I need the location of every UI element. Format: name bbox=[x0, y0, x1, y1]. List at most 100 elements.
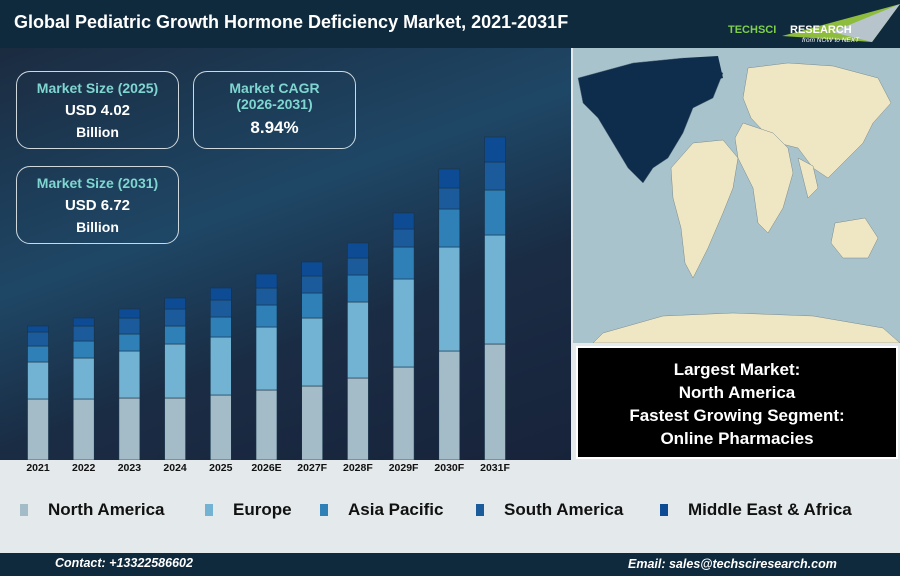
contact-phone: Contact: +13322586602 bbox=[55, 556, 193, 570]
legend-swatch bbox=[205, 504, 213, 516]
bar-segment-south-america-2027F bbox=[301, 275, 324, 294]
kpi-value: USD 6.72 bbox=[64, 197, 131, 214]
bar-segment-middle-east-africa-2028F bbox=[347, 242, 369, 259]
bar-segment-middle-east-africa-2027F bbox=[301, 261, 324, 277]
bar-segment-asia-pacific-2026E bbox=[255, 304, 278, 328]
bar-segment-middle-east-africa-2030F bbox=[438, 168, 461, 189]
techsci-logo: TECHSCI RESEARCH from NOW to NEXT bbox=[728, 4, 900, 44]
legend-label: South America bbox=[504, 500, 624, 519]
bar-segment-europe-2024 bbox=[164, 343, 186, 399]
footer: Contact: +13322586602 Email: sales@techs… bbox=[0, 553, 900, 576]
svg-text:TECHSCI: TECHSCI bbox=[728, 24, 776, 36]
kpi-value: 8.94% bbox=[250, 118, 299, 137]
bar-segment-asia-pacific-2027F bbox=[301, 292, 324, 319]
svg-text:RESEARCH: RESEARCH bbox=[790, 24, 852, 36]
bar-segment-north-america-2030F bbox=[438, 350, 461, 460]
bar-segment-europe-2029F bbox=[392, 278, 415, 368]
legend-item: North America bbox=[20, 500, 165, 520]
chart-panel: Market Size (2025) USD 4.02 Billion Mark… bbox=[0, 48, 571, 460]
bar-segment-north-america-2031F bbox=[484, 343, 506, 460]
bar-segment-north-america-2021 bbox=[27, 398, 49, 460]
bar-segment-asia-pacific-2030F bbox=[438, 208, 461, 248]
bar-segment-north-america-2023 bbox=[118, 397, 141, 460]
kpi-label: Market Size (2031) bbox=[36, 175, 159, 191]
legend-label: Middle East & Africa bbox=[688, 500, 852, 519]
bar-segment-europe-2022 bbox=[72, 357, 95, 400]
bar-segment-asia-pacific-2031F bbox=[484, 189, 506, 236]
legend-item: Middle East & Africa bbox=[660, 500, 852, 520]
bar-segment-middle-east-africa-2023 bbox=[118, 308, 141, 319]
x-axis: 2021 2022 2023 2024 2025 2026E 2027F 2028F 2029F… bbox=[0, 460, 571, 476]
bar-segment-middle-east-africa-2021 bbox=[27, 325, 49, 333]
x-tick-label: 2021 bbox=[26, 462, 50, 474]
bar-segment-north-america-2024 bbox=[164, 397, 186, 460]
bar-segment-north-america-2025 bbox=[210, 394, 232, 460]
legend-swatch bbox=[320, 504, 328, 516]
bar-segment-south-america-2028F bbox=[347, 257, 369, 276]
page-title: Global Pediatric Growth Hormone Deficien… bbox=[14, 12, 569, 32]
bar-segment-asia-pacific-2023 bbox=[118, 333, 141, 352]
bar-segment-middle-east-africa-2031F bbox=[484, 136, 506, 163]
bar-segment-asia-pacific-2024 bbox=[164, 325, 186, 345]
legend-item: Europe bbox=[205, 500, 292, 520]
bar-segment-middle-east-africa-2029F bbox=[392, 212, 415, 230]
bar-segment-europe-2025 bbox=[210, 336, 232, 396]
market-highlights-box: Largest Market: North America Fastest Gr… bbox=[576, 346, 898, 459]
legend-label: Europe bbox=[233, 500, 292, 519]
legend-label: Asia Pacific bbox=[348, 500, 444, 519]
bar-segment-europe-2030F bbox=[438, 246, 461, 352]
bar-segment-north-america-2022 bbox=[72, 398, 95, 460]
bar-segment-north-america-2027F bbox=[301, 385, 324, 460]
bar-segment-south-america-2024 bbox=[164, 308, 186, 327]
bar-segment-middle-east-africa-2025 bbox=[210, 287, 232, 301]
bar-segment-south-america-2029F bbox=[392, 228, 415, 248]
x-tick-label: 2022 bbox=[72, 462, 96, 474]
bar-segment-europe-2031F bbox=[484, 234, 506, 345]
x-tick-label: 2030F bbox=[434, 462, 465, 474]
bar-segment-south-america-2022 bbox=[72, 325, 95, 342]
largest-market-value: North America bbox=[678, 383, 796, 402]
bar-segment-middle-east-africa-2022 bbox=[72, 317, 95, 327]
stacked-bar-chart bbox=[27, 136, 506, 460]
bar-segment-europe-2028F bbox=[347, 301, 369, 379]
bar-segment-middle-east-africa-2024 bbox=[164, 297, 186, 310]
x-tick-label: 2026E bbox=[251, 462, 282, 474]
legend-label: North America bbox=[48, 500, 165, 519]
x-tick-label: 2027F bbox=[297, 462, 328, 474]
kpi-unit: Billion bbox=[76, 124, 119, 140]
x-tick-label: 2023 bbox=[117, 462, 142, 474]
bar-segment-north-america-2029F bbox=[392, 366, 415, 460]
kpi-value: USD 4.02 bbox=[64, 102, 131, 119]
bar-segment-south-america-2030F bbox=[438, 187, 461, 210]
legend-item: Asia Pacific bbox=[320, 500, 443, 520]
bar-segment-asia-pacific-2025 bbox=[210, 316, 232, 338]
bar-segment-south-america-2023 bbox=[118, 317, 141, 335]
x-tick-label: 2028F bbox=[343, 462, 373, 474]
largest-market-label: Largest Market: bbox=[673, 360, 801, 379]
kpi-market-size-2031: Market Size (2031) USD 6.72 Billion bbox=[16, 166, 179, 244]
kpi-label-period: (2026-2031) bbox=[236, 96, 313, 112]
legend-swatch bbox=[476, 504, 484, 516]
kpi-market-cagr: Market CAGR (2026-2031) 8.94% bbox=[193, 71, 356, 149]
bar-segment-europe-2023 bbox=[118, 350, 141, 399]
legend-swatch bbox=[20, 504, 28, 516]
contact-email[interactable]: Email: sales@techsciresearch.com bbox=[628, 557, 837, 571]
legend-item: South America bbox=[476, 500, 623, 520]
kpi-market-size-2025: Market Size (2025) USD 4.02 Billion bbox=[16, 71, 179, 149]
world-map bbox=[573, 48, 900, 344]
kpi-label: Market CAGR bbox=[229, 80, 320, 96]
kpi-unit: Billion bbox=[76, 219, 119, 235]
bar-segment-asia-pacific-2029F bbox=[392, 246, 415, 280]
bar-segment-north-america-2026E bbox=[255, 389, 278, 460]
x-tick-label: 2025 bbox=[209, 462, 233, 474]
bar-segment-asia-pacific-2028F bbox=[347, 274, 369, 303]
svg-text:from NOW to NEXT: from NOW to NEXT bbox=[802, 37, 860, 44]
legend-swatch bbox=[660, 504, 668, 516]
bar-segment-south-america-2031F bbox=[484, 161, 506, 191]
fastest-segment-label: Fastest Growing Segment: bbox=[629, 406, 845, 425]
bar-segment-south-america-2026E bbox=[255, 287, 278, 306]
bar-segment-europe-2026E bbox=[255, 326, 278, 391]
chart-legend: North America Europe Asia Pacific South Ame… bbox=[0, 500, 900, 524]
x-tick-label: 2029F bbox=[388, 462, 419, 474]
x-tick-label: 2024 bbox=[163, 462, 187, 474]
